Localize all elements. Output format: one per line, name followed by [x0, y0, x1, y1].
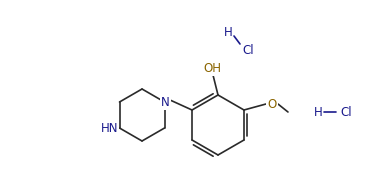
Text: H: H	[314, 105, 322, 118]
Text: OH: OH	[203, 61, 221, 74]
Text: H: H	[224, 26, 232, 39]
Text: HN: HN	[101, 122, 118, 136]
Text: Cl: Cl	[340, 105, 352, 118]
Text: N: N	[161, 95, 170, 108]
Text: Cl: Cl	[242, 44, 254, 56]
Text: O: O	[267, 98, 277, 111]
